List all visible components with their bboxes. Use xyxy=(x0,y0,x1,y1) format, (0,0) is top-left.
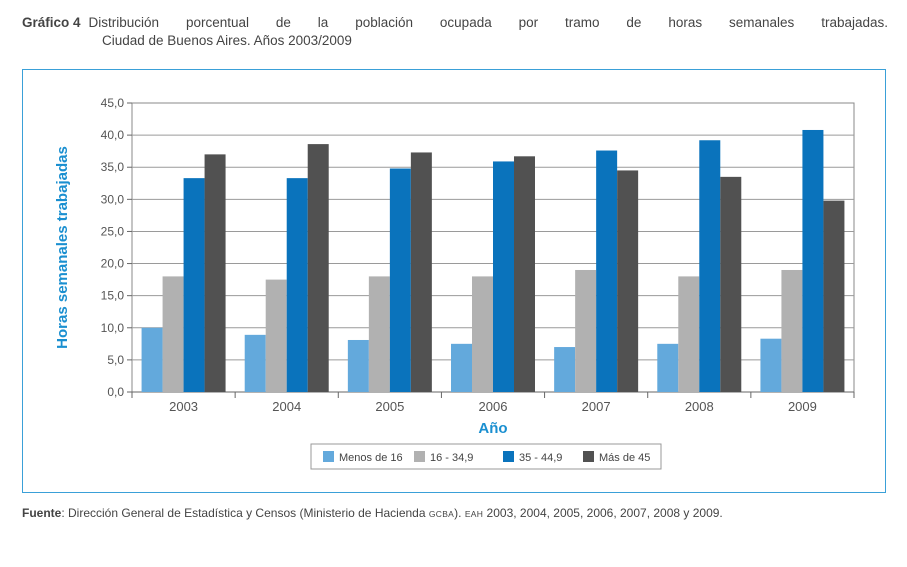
bar-2005-3 xyxy=(410,152,432,392)
bar-2007-2 xyxy=(596,150,618,392)
legend-label-3: Más de 45 xyxy=(599,452,650,464)
source-small-2: EAH xyxy=(464,509,484,519)
y-tick-label: 5,0 xyxy=(107,353,124,367)
legend-box xyxy=(310,443,662,470)
y-tick-label: 10,0 xyxy=(101,321,125,335)
source-separator: : xyxy=(61,506,69,520)
source-small-1: GCBA xyxy=(428,509,455,519)
x-tick-label: 2003 xyxy=(169,399,198,414)
bar-2005-0 xyxy=(347,339,369,392)
bar-2007-0 xyxy=(554,347,576,392)
bar-2004-2 xyxy=(286,178,308,392)
bar-2004-0 xyxy=(244,334,266,392)
bar-2003-0 xyxy=(141,327,163,392)
y-tick-label: 0,0 xyxy=(107,385,124,399)
chart-frame: 0,0 5,0 10,0 15,0 20,0 25,0 30,0 35,0 40,0 45,0 20… xyxy=(22,69,886,493)
x-tick-label: 2008 xyxy=(685,399,714,414)
source-text-1: Dirección General de Estadística y Censo… xyxy=(68,506,429,520)
legend-swatch-1 xyxy=(414,451,425,462)
x-tick-label: 2005 xyxy=(375,399,404,414)
bar-2006-0 xyxy=(451,343,472,392)
bar-2008-0 xyxy=(657,343,679,392)
source-text-3: 2003, 2004, 2005, 2006, 2007, 2008 y 200… xyxy=(483,506,723,520)
y-tick-label: 25,0 xyxy=(101,224,125,238)
legend-label-2: 35 - 44,9 xyxy=(519,452,562,464)
source-note: Fuente: Dirección General de Estadística… xyxy=(22,506,888,520)
y-tick-label: 45,0 xyxy=(101,96,125,110)
bar-2008-2 xyxy=(699,140,721,392)
bar-2003-3 xyxy=(204,154,226,392)
bar-2006-1 xyxy=(472,276,493,392)
bar-2006-2 xyxy=(493,161,514,392)
bar-2009-1 xyxy=(781,269,803,392)
legend-label-0: Menos de 16 xyxy=(339,452,403,464)
bar-2008-3 xyxy=(720,176,742,392)
y-tick-label: 35,0 xyxy=(101,160,125,174)
x-axis-title: Año xyxy=(478,420,507,437)
y-tick-label: 15,0 xyxy=(101,289,125,303)
y-tick-label: 30,0 xyxy=(101,192,125,206)
bar-2009-2 xyxy=(802,129,824,392)
bar-2008-1 xyxy=(678,276,700,392)
bar-2003-1 xyxy=(162,276,184,392)
bar-2007-3 xyxy=(617,170,639,392)
bar-2007-1 xyxy=(575,269,597,392)
bar-chart: 0,0 5,0 10,0 15,0 20,0 25,0 30,0 35,0 40,0 45,0 20… xyxy=(54,96,855,470)
legend-swatch-0 xyxy=(323,451,334,462)
source-label: Fuente xyxy=(22,506,62,520)
bar-2009-0 xyxy=(760,338,782,392)
y-tick-label: 20,0 xyxy=(101,257,125,271)
bar-2005-1 xyxy=(368,276,390,392)
x-tick-label: 2009 xyxy=(788,399,817,414)
chart-heading: Gráfico 4 Distribución porcentual de la … xyxy=(22,14,888,50)
source-text-2: ). xyxy=(454,506,465,520)
y-axis-title: Horas semanales trabajadas xyxy=(54,146,71,349)
figure-label: Gráfico 4 xyxy=(22,15,81,30)
bar-2004-3 xyxy=(307,144,329,392)
x-tick-label: 2004 xyxy=(272,399,301,414)
legend-swatch-2 xyxy=(503,451,514,462)
bar-2006-3 xyxy=(514,156,535,392)
bar-2004-1 xyxy=(265,279,287,392)
legend-swatch-3 xyxy=(583,451,594,462)
figure-subtitle: Ciudad de Buenos Aires. Años 2003/2009 xyxy=(102,33,352,48)
y-tick-label: 40,0 xyxy=(101,128,125,142)
legend-label-1: 16 - 34,9 xyxy=(430,452,473,464)
x-tick-label: 2007 xyxy=(582,399,611,414)
figure-title: Distribución porcentual de la población … xyxy=(88,15,888,30)
x-tick-label: 2006 xyxy=(479,399,508,414)
bar-2003-2 xyxy=(183,178,205,392)
bar-2009-3 xyxy=(823,200,845,392)
bar-2005-2 xyxy=(389,168,411,392)
